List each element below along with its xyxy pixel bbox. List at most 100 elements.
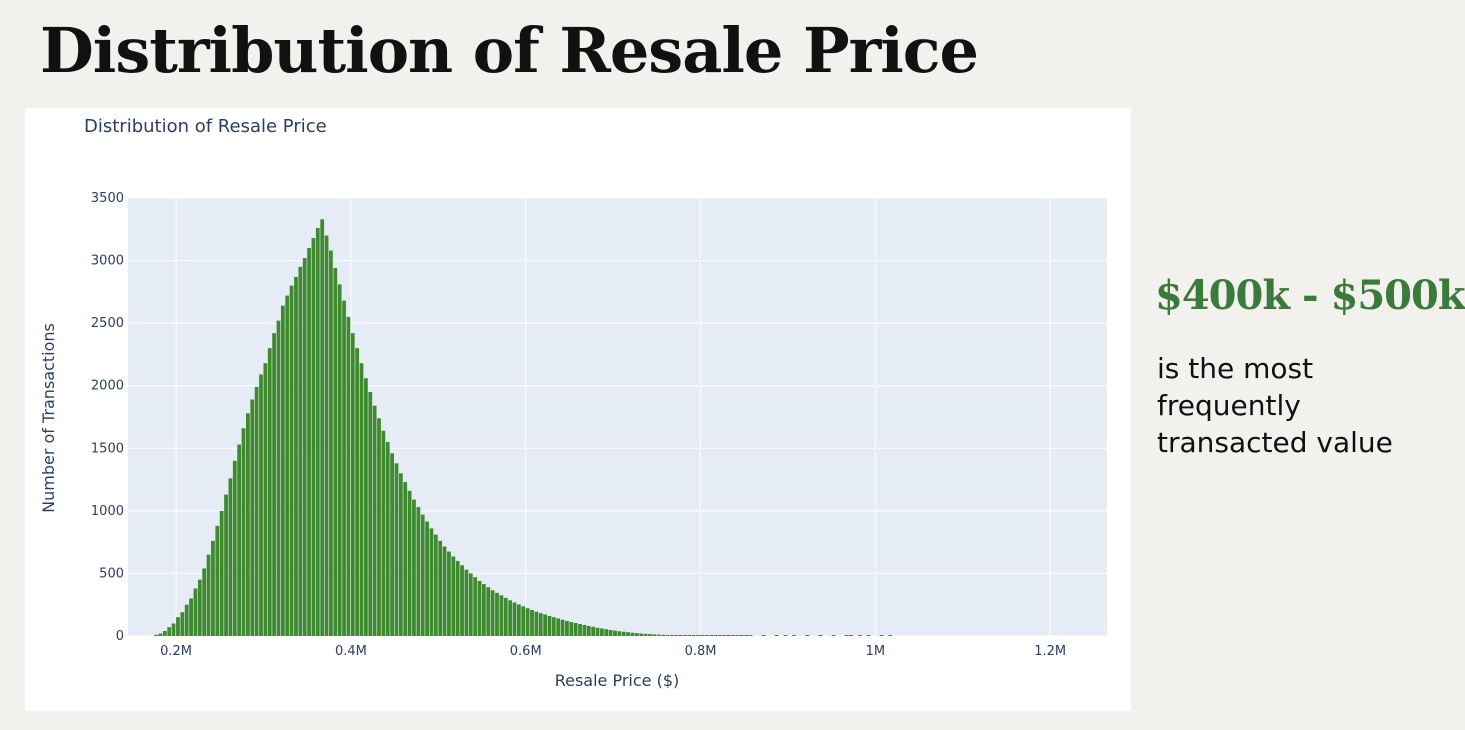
histogram-bar xyxy=(455,560,460,636)
x-tick-label: 1M xyxy=(866,644,886,659)
histogram-bar xyxy=(748,635,753,636)
histogram-bar xyxy=(844,635,849,636)
histogram-bar xyxy=(294,276,298,636)
y-tick-label: 1500 xyxy=(91,441,124,456)
histogram-bar xyxy=(669,635,674,636)
histogram-bar xyxy=(783,635,788,636)
histogram-bar xyxy=(250,399,255,636)
histogram-bar xyxy=(320,219,325,636)
histogram-bar xyxy=(468,573,473,636)
histogram-bar xyxy=(857,635,862,636)
histogram-bar xyxy=(197,579,202,636)
histogram-bar xyxy=(582,624,587,636)
histogram-bar xyxy=(490,590,495,636)
histogram-bar xyxy=(211,540,215,636)
x-tick-label: 0.2M xyxy=(160,644,192,659)
histogram-bar xyxy=(604,629,609,636)
histogram-bar xyxy=(307,248,311,636)
histogram-bar xyxy=(495,592,499,636)
x-tick-label: 0.4M xyxy=(335,644,367,659)
histogram-bar xyxy=(333,268,338,636)
histogram-bar xyxy=(621,631,626,636)
histogram-bar xyxy=(639,633,644,636)
histogram-bar xyxy=(560,619,565,636)
histogram-bar xyxy=(193,588,198,636)
histogram-bar xyxy=(224,494,228,636)
histogram-bar xyxy=(879,635,884,636)
histogram-bar xyxy=(337,284,342,636)
histogram-bar xyxy=(648,634,652,636)
histogram-bar xyxy=(508,600,513,636)
histogram-bar xyxy=(547,615,552,636)
histogram-bar xyxy=(482,584,486,636)
histogram-bar xyxy=(761,635,766,636)
histogram-bar xyxy=(600,628,604,636)
histogram-bar xyxy=(731,635,735,636)
y-tick-label: 0 xyxy=(116,629,124,644)
histogram-bar xyxy=(346,316,351,636)
histogram-bar xyxy=(477,580,482,636)
histogram-bar xyxy=(241,428,246,636)
histogram-bar xyxy=(237,444,242,636)
histogram-bar xyxy=(726,635,731,636)
histogram-bar xyxy=(818,635,823,636)
histogram-bar xyxy=(429,528,434,636)
histogram-bar xyxy=(390,453,394,636)
histogram-bar xyxy=(311,238,316,637)
histogram-bar xyxy=(661,634,665,636)
histogram-bar xyxy=(394,463,399,636)
x-tick-label: 0.6M xyxy=(510,644,542,659)
histogram-bar xyxy=(805,635,810,636)
y-axis-title: Number of Transactions xyxy=(39,323,58,513)
x-tick-label: 1.2M xyxy=(1034,644,1066,659)
histogram-bar xyxy=(534,611,539,636)
histogram-bar xyxy=(735,635,740,636)
histogram-bar xyxy=(665,635,670,636)
histogram-bar xyxy=(162,630,167,636)
histogram-bar xyxy=(586,625,591,636)
histogram-bar xyxy=(486,587,491,636)
histogram-bar xyxy=(503,597,508,636)
histogram-bar xyxy=(565,620,569,636)
histogram-bar xyxy=(315,228,320,636)
histogram-bar xyxy=(438,540,443,636)
histogram-bar xyxy=(403,482,408,636)
histogram-bar xyxy=(617,631,622,636)
histogram-bar xyxy=(674,635,679,636)
y-tick-label: 3500 xyxy=(91,191,124,206)
histogram-bar xyxy=(302,258,307,636)
histogram-bar xyxy=(276,320,281,636)
histogram-bar xyxy=(700,635,705,636)
histogram-bar xyxy=(774,635,779,636)
histogram-bar xyxy=(171,623,176,636)
x-axis-title: Resale Price ($) xyxy=(555,671,680,690)
histogram-bar xyxy=(324,235,329,636)
histogram-bar xyxy=(167,627,172,636)
histogram-bar xyxy=(551,617,556,636)
histogram-bar xyxy=(289,285,294,636)
histogram-bar xyxy=(359,363,364,636)
histogram-bar xyxy=(704,635,709,636)
histogram-bar xyxy=(377,418,381,636)
histogram-bar xyxy=(595,627,600,636)
histogram-bar xyxy=(219,510,224,636)
histogram-bar xyxy=(412,499,416,636)
histogram-bar xyxy=(460,565,464,636)
histogram-bar xyxy=(285,295,290,636)
histogram-bar xyxy=(643,633,648,636)
histogram-bar xyxy=(381,430,386,636)
histogram-bar xyxy=(416,507,421,636)
y-tick-label: 2500 xyxy=(91,316,124,331)
page-title: Distribution of Resale Price xyxy=(40,14,979,87)
bars xyxy=(154,219,893,637)
histogram-bar xyxy=(342,300,346,636)
histogram-bar xyxy=(525,608,530,636)
histogram-bar xyxy=(849,635,853,636)
y-tick-label: 1000 xyxy=(91,504,124,519)
histogram-bar xyxy=(158,633,163,636)
histogram-bar xyxy=(364,378,368,636)
chart-card: Distribution of Resale Price 0 500 1000 150… xyxy=(25,108,1131,711)
callout-description: is the most frequently transacted value xyxy=(1157,352,1393,459)
histogram-bar xyxy=(538,613,543,636)
histogram-bar xyxy=(866,635,871,636)
